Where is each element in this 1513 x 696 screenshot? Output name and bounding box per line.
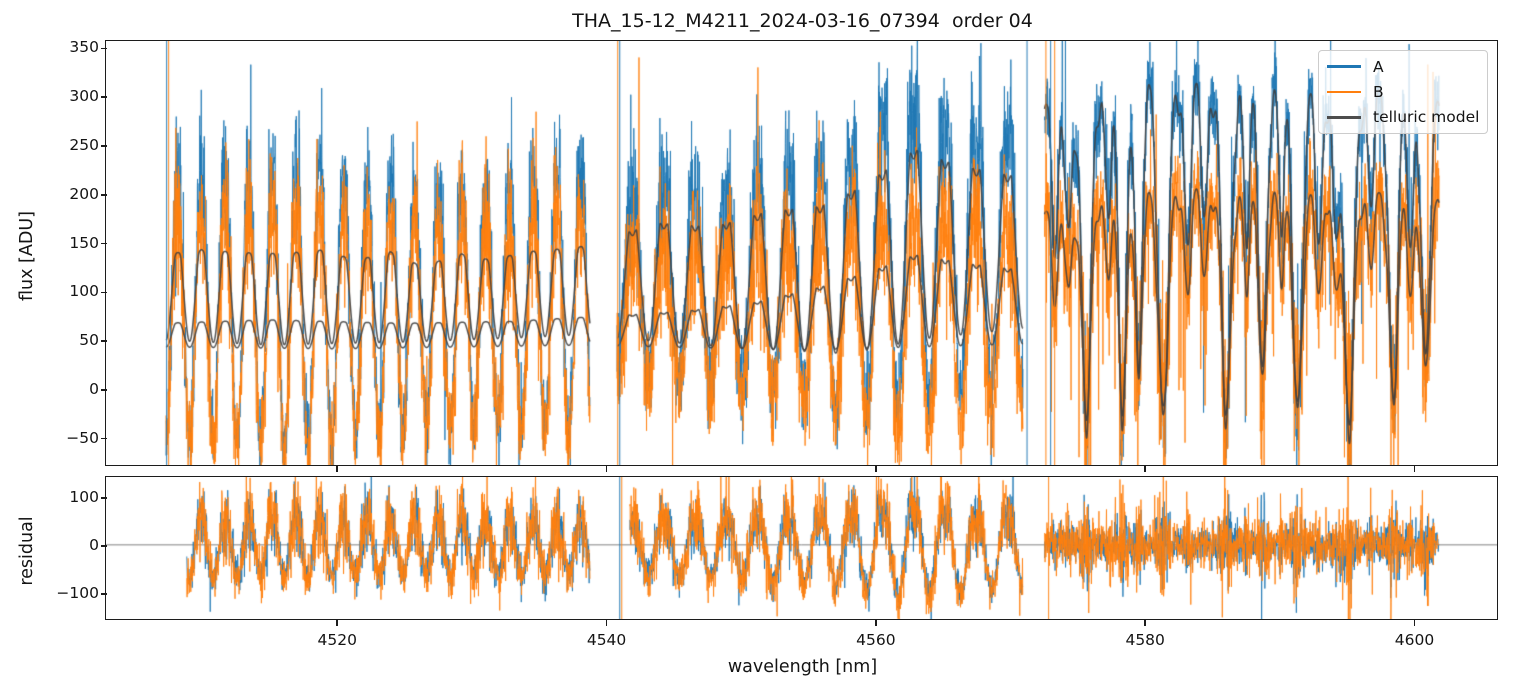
y-tick xyxy=(101,291,107,294)
telluric-model-line-swatch xyxy=(1327,116,1361,119)
y-tick-label: 300 xyxy=(69,87,99,106)
x-tick-label: 4520 xyxy=(317,631,357,649)
x-tick-label: 4540 xyxy=(586,631,627,649)
b-line-swatch xyxy=(1327,90,1361,94)
flux-plot-canvas xyxy=(106,41,1498,466)
y-tick-label: −100 xyxy=(56,584,99,602)
x-tick xyxy=(1413,620,1416,626)
legend-label-a: A xyxy=(1373,57,1384,76)
y-tick xyxy=(101,437,107,440)
flux-panel xyxy=(105,40,1499,467)
a-line-swatch xyxy=(1327,65,1361,68)
x-axis-label: wavelength [nm] xyxy=(727,657,878,677)
x-tick-label: 4600 xyxy=(1394,631,1435,649)
x-tick xyxy=(605,620,608,626)
x-tick xyxy=(1144,620,1146,626)
x-tick xyxy=(1144,466,1146,472)
residual-plot-canvas xyxy=(106,477,1498,620)
x-tick xyxy=(875,620,877,626)
y-tick xyxy=(101,545,107,547)
y-tick xyxy=(101,193,107,196)
x-tick xyxy=(1413,466,1416,472)
y-tick-label: 350 xyxy=(69,38,99,57)
y-tick-label: 250 xyxy=(69,135,99,154)
y-tick-label: −50 xyxy=(66,428,99,447)
y-tick xyxy=(101,242,107,245)
y-tick xyxy=(101,593,107,595)
y-tick xyxy=(101,145,107,147)
x-tick-label: 4580 xyxy=(1125,631,1165,649)
x-tick xyxy=(336,620,339,626)
legend-item-telluric-model: telluric model xyxy=(1327,105,1487,129)
residual-panel xyxy=(105,476,1499,621)
y-tick-label: 50 xyxy=(79,331,99,350)
x-tick xyxy=(336,466,339,472)
y-tick-label: 100 xyxy=(69,282,99,301)
y-tick-label: 200 xyxy=(69,184,99,203)
y-tick-label: 100 xyxy=(69,487,99,506)
legend: A B telluric model xyxy=(1318,50,1488,134)
x-tick-label: 4560 xyxy=(856,631,896,649)
y-tick-label: 150 xyxy=(69,233,99,252)
y-tick xyxy=(101,96,107,98)
legend-item-a: A xyxy=(1327,55,1487,79)
legend-label-telluric-model: telluric model xyxy=(1373,108,1480,127)
y-tick-label: 0 xyxy=(89,535,99,554)
y-tick-label: 0 xyxy=(89,379,99,398)
y-tick xyxy=(101,389,107,391)
y-tick xyxy=(101,47,107,50)
x-tick xyxy=(605,466,608,472)
x-tick xyxy=(875,466,877,472)
y-tick xyxy=(101,496,107,499)
y-tick xyxy=(101,340,107,342)
legend-label-b: B xyxy=(1373,82,1384,101)
legend-item-b: B xyxy=(1327,80,1487,104)
chart-title: THA_15-12_M4211_2024-03-16_07394 order 0… xyxy=(572,10,1033,32)
